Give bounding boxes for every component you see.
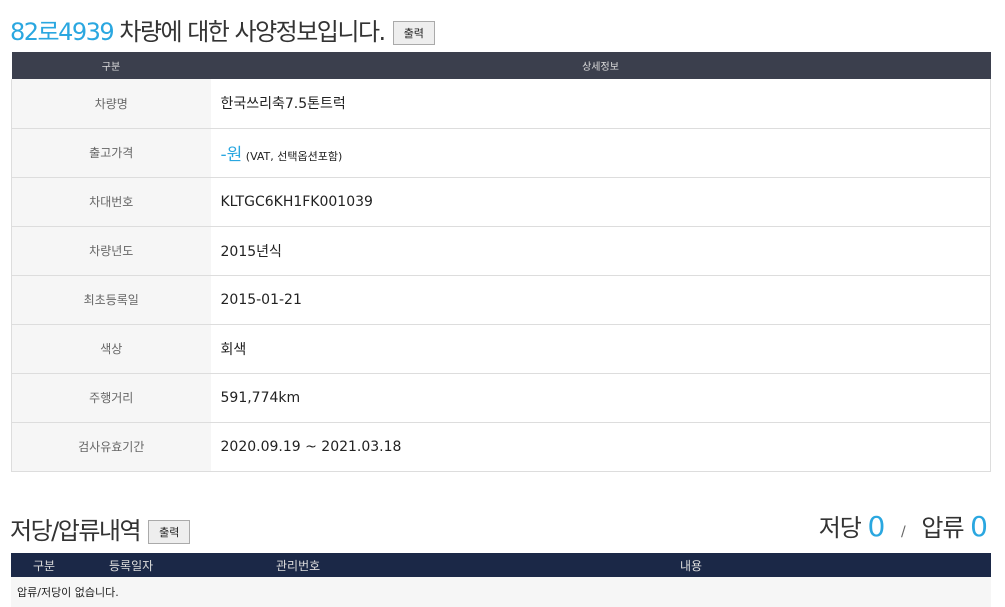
header-category: 구분 [11, 52, 211, 79]
row-label: 색상 [11, 324, 211, 374]
row-value: 2015-01-21 [210, 275, 991, 325]
table-row: 차대번호 KLTGC6KH1FK001039 [11, 177, 991, 227]
print-lien-button[interactable]: 출력 [148, 519, 191, 544]
lien-counts: 저당 0 / 압류 0 [818, 508, 988, 543]
row-value: 한국쓰리축7.5톤트럭 [210, 79, 991, 129]
seizure-label: 압류 [921, 514, 964, 542]
header-content: 내용 [656, 553, 991, 577]
row-label: 차량년도 [11, 226, 211, 276]
table-row: 차량명 한국쓰리축7.5톤트럭 [11, 79, 991, 129]
table-row: 차량년도 2015년식 [11, 226, 991, 276]
header-detail: 상세정보 [210, 52, 991, 79]
spec-table: 구분 상세정보 차량명 한국쓰리축7.5톤트럭 출고가격 -원 (VAT, 선택옵션포… [11, 52, 991, 472]
spec-title: 82로4939 차량에 대한 사양정보입니다. 출력 [10, 12, 435, 47]
separator: / [901, 524, 906, 540]
title-text: 차량에 대한 사양정보입니다. [113, 18, 386, 46]
mortgage-label: 저당 [818, 514, 862, 542]
table-row: 검사유효기간 2020.09.19 ~ 2021.03.18 [11, 422, 991, 472]
row-label: 주행거리 [11, 373, 211, 423]
header-category: 구분 [11, 553, 81, 577]
row-label: 검사유효기간 [11, 422, 211, 472]
row-value: 591,774km [210, 373, 991, 423]
price-value: -원 [220, 145, 243, 165]
lien-title: 저당/압류내역 출력 [10, 511, 191, 546]
header-date: 등록일자 [81, 553, 256, 577]
table-row: 색상 회색 [11, 324, 991, 374]
mortgage-count: 0 [867, 510, 886, 543]
row-label: 차대번호 [11, 177, 211, 227]
lien-title-text: 저당/압류내역 [10, 517, 142, 545]
row-value: 2020.09.19 ~ 2021.03.18 [210, 422, 991, 472]
row-label: 차량명 [11, 79, 211, 129]
table-row: 출고가격 -원 (VAT, 선택옵션포함) [11, 128, 991, 178]
seizure-count: 0 [970, 510, 988, 543]
row-value: 회색 [210, 324, 991, 374]
row-label: 최초등록일 [11, 275, 211, 325]
table-row: 최초등록일 2015-01-21 [11, 275, 991, 325]
lien-table: 구분 등록일자 관리번호 내용 압류/저당이 없습니다. [11, 553, 991, 607]
print-spec-button[interactable]: 출력 [392, 20, 435, 45]
empty-message: 압류/저당이 없습니다. [11, 577, 991, 607]
header-number: 관리번호 [256, 553, 656, 577]
price-note: (VAT, 선택옵션포함) [242, 150, 343, 163]
table-row: 주행거리 591,774km [11, 373, 991, 423]
row-value: 2015년식 [210, 226, 991, 276]
row-label: 출고가격 [11, 128, 211, 178]
row-value: KLTGC6KH1FK001039 [210, 177, 991, 227]
plate-number: 82로4939 [10, 18, 115, 46]
